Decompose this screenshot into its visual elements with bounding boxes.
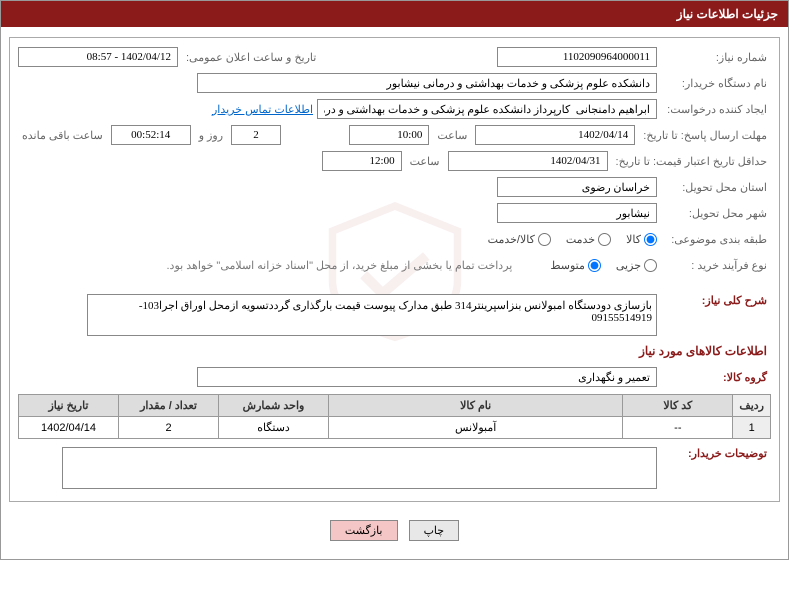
validity-date-field[interactable] bbox=[448, 151, 608, 171]
cat-service-radio[interactable]: خدمت bbox=[566, 233, 611, 246]
th-name: نام کالا bbox=[329, 395, 623, 417]
td-code: -- bbox=[623, 417, 733, 439]
days-field[interactable] bbox=[231, 125, 281, 145]
requester-label: ایجاد کننده درخواست: bbox=[661, 103, 771, 116]
th-code: کد کالا bbox=[623, 395, 733, 417]
goods-group-field[interactable] bbox=[197, 367, 657, 387]
td-name: آمبولانس bbox=[329, 417, 623, 439]
back-button[interactable]: بازگشت bbox=[330, 520, 398, 541]
requester-field[interactable] bbox=[317, 99, 657, 119]
table-row: 1 -- آمبولانس دستگاه 2 1402/04/14 bbox=[19, 417, 771, 439]
announce-field[interactable] bbox=[18, 47, 178, 67]
need-no-label: شماره نیاز: bbox=[661, 51, 771, 64]
city-field[interactable] bbox=[497, 203, 657, 223]
validity-label: حداقل تاریخ اعتبار قیمت: تا تاریخ: bbox=[612, 155, 771, 168]
process-label: نوع فرآیند خرید : bbox=[661, 259, 771, 272]
main-panel: جزئیات اطلاعات نیاز شماره نیاز: تاریخ و … bbox=[0, 0, 789, 560]
th-qty: تعداد / مقدار bbox=[119, 395, 219, 417]
validity-time-label: ساعت bbox=[406, 155, 444, 168]
print-button[interactable]: چاپ bbox=[409, 520, 460, 541]
desc-field[interactable] bbox=[87, 294, 657, 336]
th-unit: واحد شمارش bbox=[219, 395, 329, 417]
deadline-label: مهلت ارسال پاسخ: تا تاریخ: bbox=[639, 129, 771, 142]
remaining-time-field[interactable] bbox=[111, 125, 191, 145]
validity-time-field[interactable] bbox=[322, 151, 402, 171]
panel-header: جزئیات اطلاعات نیاز bbox=[1, 1, 788, 27]
buyer-org-label: نام دستگاه خریدار: bbox=[661, 77, 771, 90]
announce-label: تاریخ و ساعت اعلان عمومی: bbox=[182, 51, 320, 64]
th-date: تاریخ نیاز bbox=[19, 395, 119, 417]
td-idx: 1 bbox=[733, 417, 771, 439]
proc-partial-radio[interactable]: جزیی bbox=[616, 259, 657, 272]
goods-info-title: اطلاعات کالاهای مورد نیاز bbox=[22, 344, 767, 358]
proc-medium-radio[interactable]: متوسط bbox=[550, 259, 601, 272]
category-radio-group: کالا خدمت کالا/خدمت bbox=[488, 233, 657, 246]
td-date: 1402/04/14 bbox=[19, 417, 119, 439]
days-label: روز و bbox=[195, 129, 227, 142]
process-radio-group: جزیی متوسط bbox=[550, 259, 657, 272]
deadline-time-label: ساعت bbox=[433, 129, 471, 142]
province-label: استان محل تحویل: bbox=[661, 181, 771, 194]
remarks-field[interactable] bbox=[62, 447, 657, 489]
remarks-label: توضیحات خریدار: bbox=[661, 447, 771, 460]
details-section: شماره نیاز: تاریخ و ساعت اعلان عمومی: نا… bbox=[9, 37, 780, 502]
category-label: طبقه بندی موضوعی: bbox=[661, 233, 771, 246]
th-idx: ردیف bbox=[733, 395, 771, 417]
remaining-label: ساعت باقی مانده bbox=[18, 129, 107, 142]
desc-label: شرح کلی نیاز: bbox=[661, 294, 771, 307]
buyer-org-field[interactable] bbox=[197, 73, 657, 93]
button-row: چاپ بازگشت bbox=[9, 512, 780, 549]
province-field[interactable] bbox=[497, 177, 657, 197]
goods-table: ردیف کد کالا نام کالا واحد شمارش تعداد /… bbox=[18, 394, 771, 439]
contact-link[interactable]: اطلاعات تماس خریدار bbox=[212, 103, 313, 116]
table-header-row: ردیف کد کالا نام کالا واحد شمارش تعداد /… bbox=[19, 395, 771, 417]
panel-body: شماره نیاز: تاریخ و ساعت اعلان عمومی: نا… bbox=[1, 27, 788, 559]
cat-goods-radio[interactable]: کالا bbox=[626, 233, 657, 246]
city-label: شهر محل تحویل: bbox=[661, 207, 771, 220]
td-unit: دستگاه bbox=[219, 417, 329, 439]
goods-group-label: گروه کالا: bbox=[661, 371, 771, 384]
deadline-time-field[interactable] bbox=[349, 125, 429, 145]
td-qty: 2 bbox=[119, 417, 219, 439]
deadline-date-field[interactable] bbox=[475, 125, 635, 145]
need-no-field[interactable] bbox=[497, 47, 657, 67]
cat-both-radio[interactable]: کالا/خدمت bbox=[488, 233, 551, 246]
payment-note: پرداخت تمام یا بخشی از مبلغ خرید، از محل… bbox=[167, 259, 513, 272]
